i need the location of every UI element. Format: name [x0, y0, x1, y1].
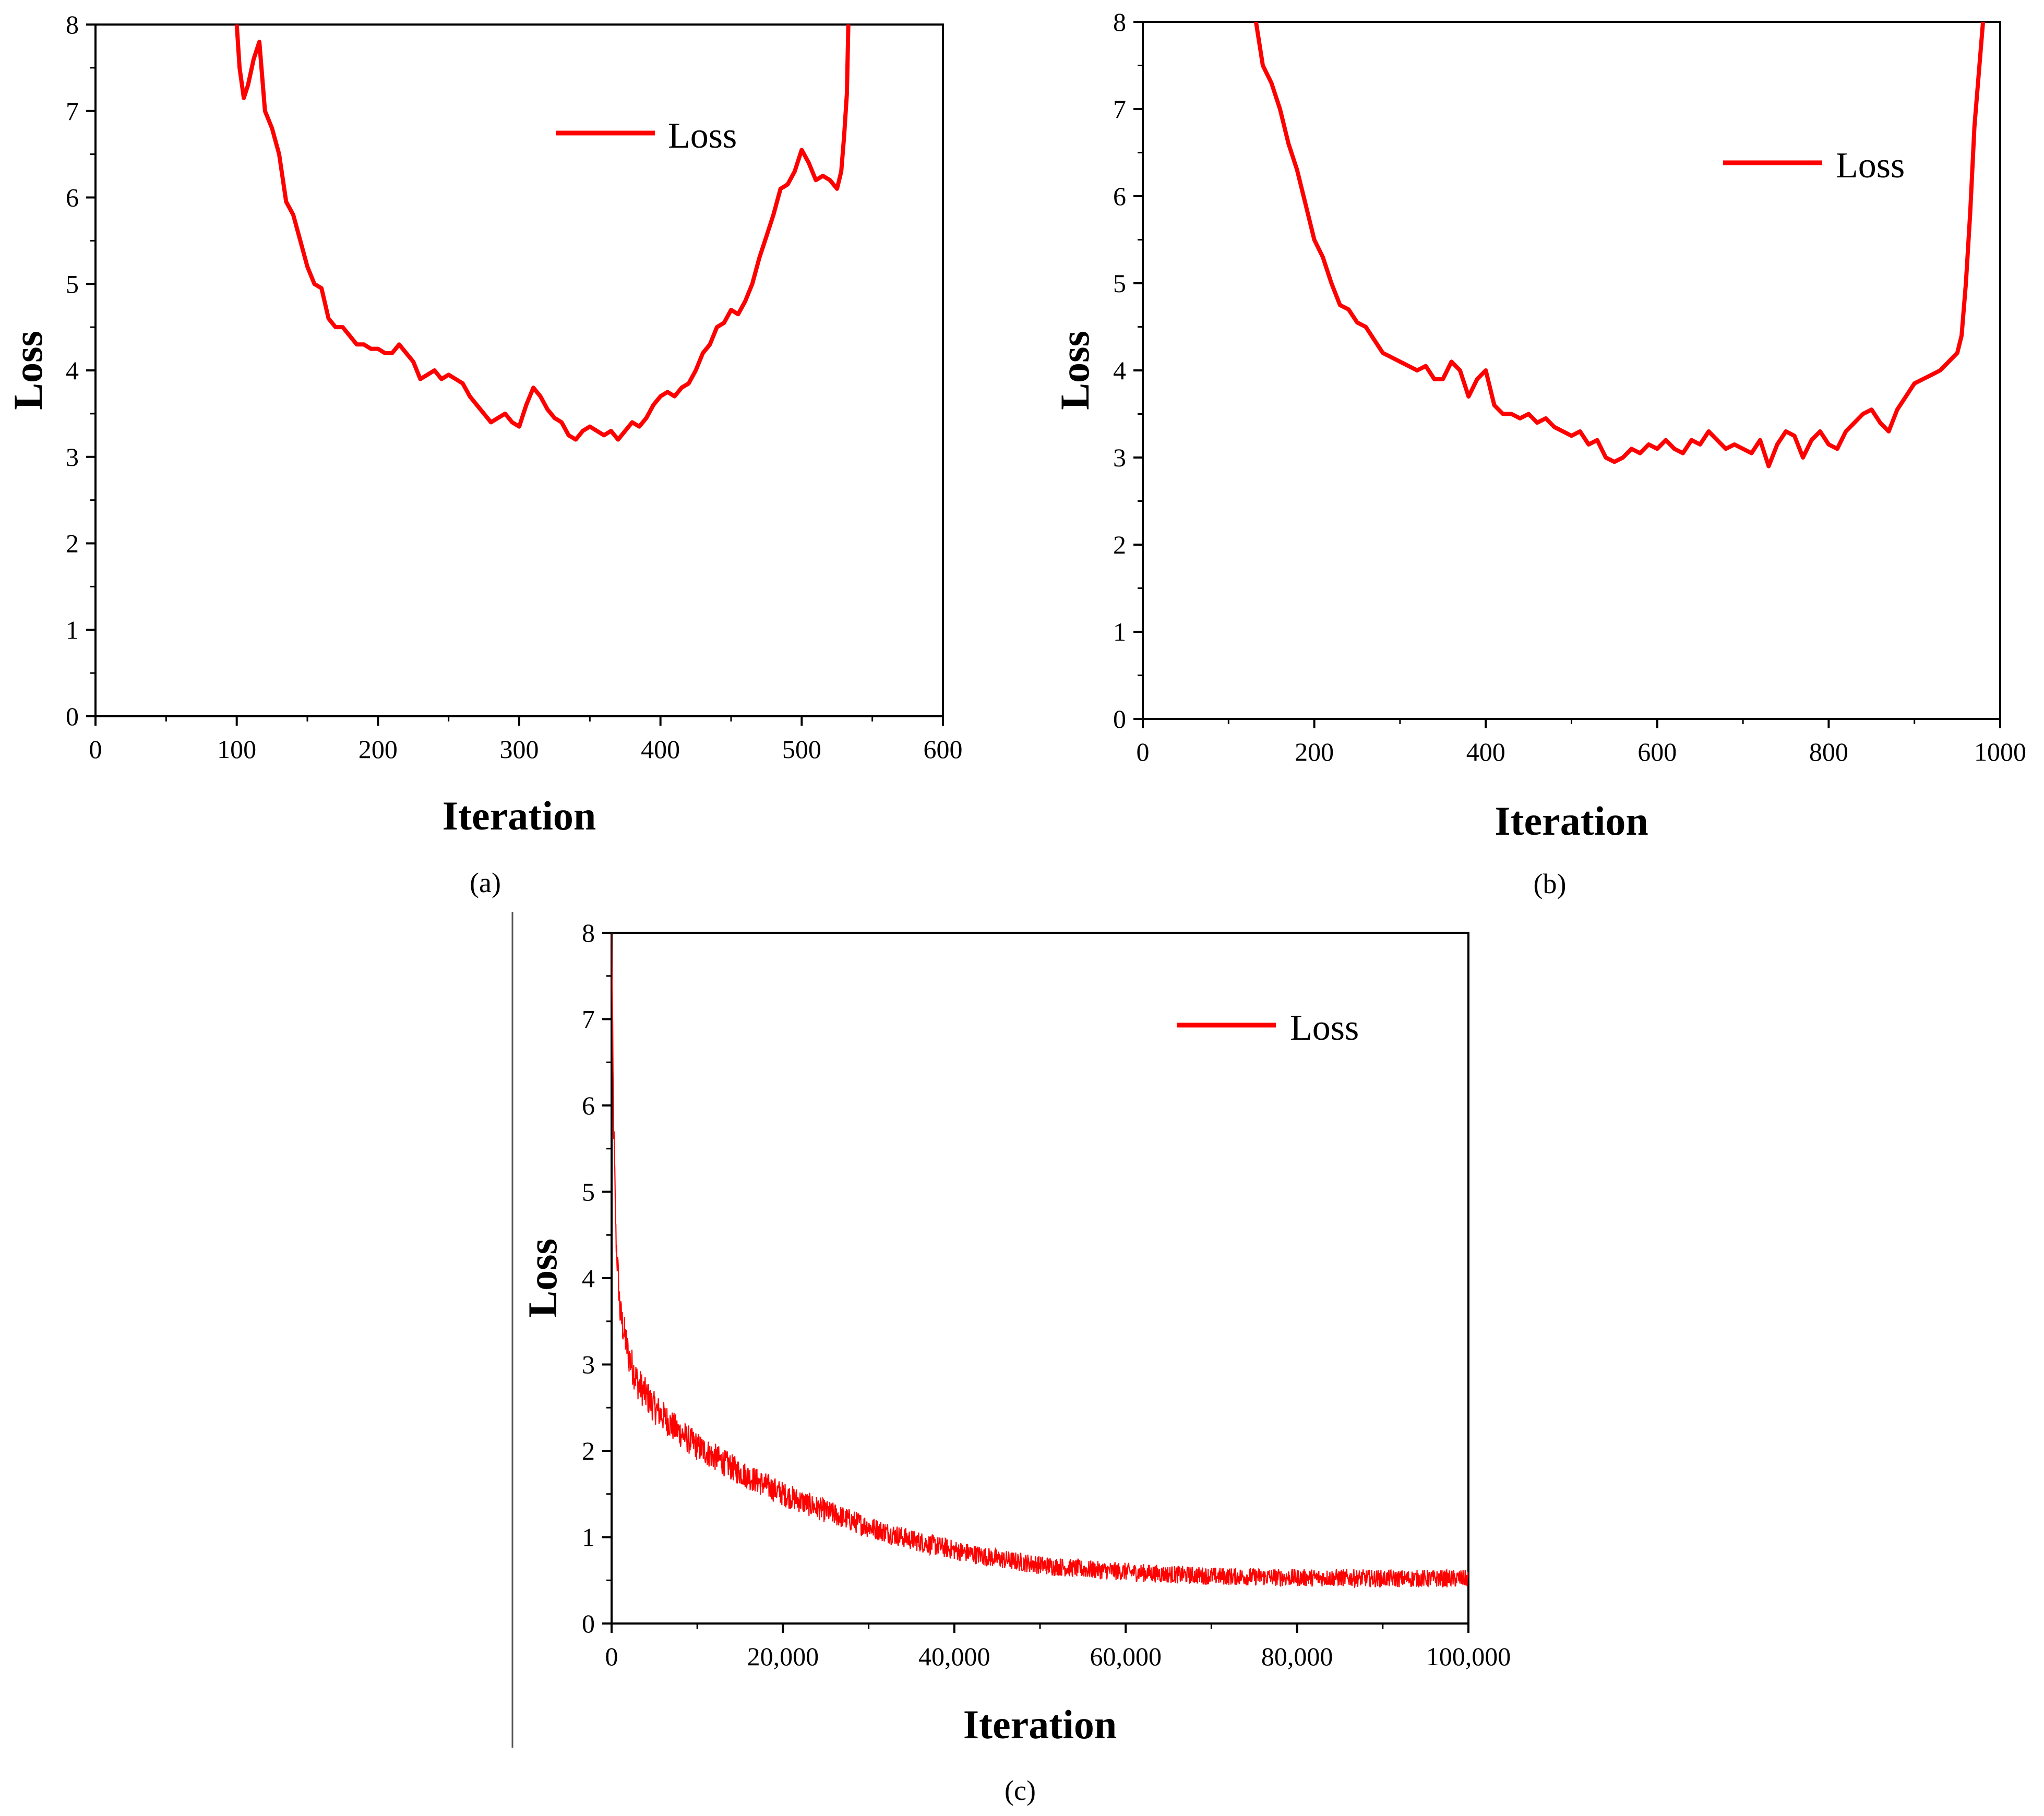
x-tick-label: 40,000	[918, 1642, 990, 1671]
x-tick-label: 80,000	[1261, 1642, 1333, 1671]
y-tick-label: 4	[1113, 356, 1126, 385]
x-tick-label: 0	[605, 1642, 618, 1671]
chart-panel-b: 0 200 400 600 800 1000 0 1 2 3 4 5 6 7 8 Iteration Loss (…	[1052, 7, 2026, 899]
loss-series-line	[234, 25, 851, 442]
x-tick-label: 100,000	[1426, 1642, 1511, 1671]
legend-label: Loss	[1836, 146, 1905, 186]
x-tick-label: 400	[641, 735, 680, 764]
y-tick-label: 7	[66, 97, 79, 126]
y-tick-label: 8	[1113, 7, 1126, 37]
y-tick-label: 6	[582, 1091, 595, 1120]
y-tick-label: 7	[1113, 94, 1126, 124]
y-tick-label: 1	[66, 615, 79, 644]
panel-label: (b)	[1534, 868, 1567, 899]
y-tick-label: 3	[66, 442, 79, 472]
x-tick-label: 0	[1137, 737, 1150, 766]
y-axis-title: Loss	[520, 1238, 565, 1318]
chart-panel-a: 0 100 200 300 400 500 600 0 1 2 3 4 5 6 7 8 Iteration Los…	[5, 10, 963, 898]
legend-label: Loss	[668, 116, 737, 156]
x-tick-label: 20,000	[747, 1642, 819, 1671]
x-tick-label: 600	[924, 735, 963, 764]
y-tick-label: 3	[582, 1350, 595, 1379]
loss-series-line	[1253, 22, 1986, 468]
y-tick-label: 8	[66, 10, 79, 39]
legend-label: Loss	[1290, 1008, 1359, 1048]
y-tick-label: 2	[582, 1436, 595, 1465]
y-tick-label: 4	[582, 1264, 595, 1293]
x-tick-label: 600	[1637, 737, 1677, 766]
y-tick-label: 0	[66, 702, 79, 731]
x-tick-label: 60,000	[1090, 1642, 1162, 1671]
y-tick-label: 1	[582, 1523, 595, 1552]
x-tick-label: 400	[1466, 737, 1505, 766]
x-tick-label: 1000	[1974, 737, 2026, 766]
y-axis-title: Loss	[5, 331, 51, 410]
y-tick-label: 4	[66, 356, 79, 385]
y-axis-title: Loss	[1052, 331, 1097, 410]
x-tick-label: 100	[217, 735, 256, 764]
y-tick-label: 3	[1113, 443, 1126, 472]
x-tick-label: 300	[500, 735, 539, 764]
x-tick-label: 800	[1809, 737, 1848, 766]
panel-label: (c)	[1005, 1775, 1036, 1806]
y-tick-label: 1	[1113, 617, 1126, 646]
x-tick-label: 200	[358, 735, 398, 764]
y-tick-label: 8	[582, 918, 595, 947]
y-tick-label: 2	[1113, 530, 1126, 559]
plot-frame	[94, 23, 944, 717]
y-tick-label: 7	[582, 1005, 595, 1034]
chart-panel-c: 0 20,000 40,000 60,000 80,000 100,000 0 1 2 3 4 5 6 7…	[520, 918, 1511, 1806]
x-axis-title: Iteration	[963, 1702, 1117, 1747]
x-tick-label: 200	[1295, 737, 1334, 766]
loss-series-line	[612, 933, 1468, 1589]
x-axis-title: Iteration	[1495, 798, 1648, 844]
y-tick-label: 6	[66, 183, 79, 212]
panel-label: (a)	[470, 867, 501, 898]
y-tick-label: 2	[66, 529, 79, 558]
y-tick-label: 6	[1113, 182, 1126, 211]
x-tick-label: 500	[782, 735, 821, 764]
y-tick-label: 5	[582, 1177, 595, 1207]
plot-frame	[1142, 21, 2001, 720]
x-tick-label: 0	[89, 735, 102, 764]
y-tick-label: 0	[1113, 704, 1126, 733]
y-tick-label: 0	[582, 1609, 595, 1638]
x-axis-title: Iteration	[443, 793, 596, 838]
y-tick-label: 5	[66, 269, 79, 298]
y-tick-label: 5	[1113, 269, 1126, 298]
